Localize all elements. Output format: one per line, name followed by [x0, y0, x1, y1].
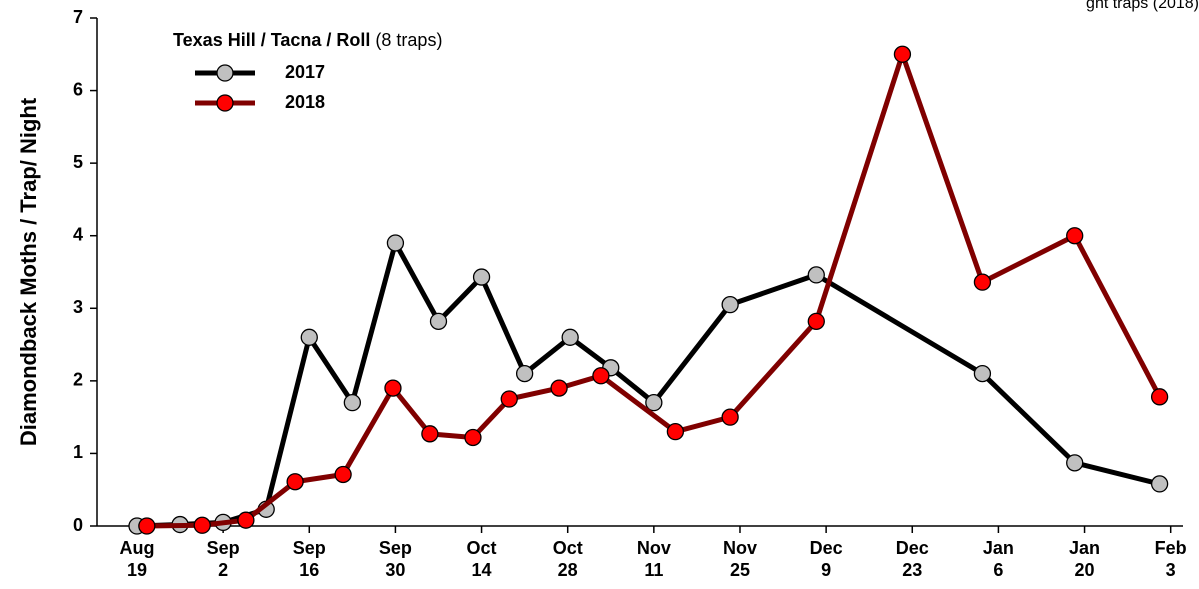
- data-point: [1066, 227, 1084, 245]
- data-point: [193, 516, 211, 534]
- data-point: [666, 423, 685, 441]
- legend-title: Texas Hill / Tacna / Roll (8 traps): [173, 30, 442, 50]
- data-point: [300, 328, 318, 346]
- legend-marker: [216, 94, 234, 112]
- y-tick-label: 7: [73, 7, 83, 27]
- data-point: [592, 367, 610, 385]
- data-point: [721, 296, 739, 314]
- x-tick-label: Oct 14: [467, 538, 497, 580]
- y-tick-label: 3: [73, 297, 83, 317]
- x-tick-label: Nov 11: [637, 538, 671, 580]
- y-tick-label: 6: [73, 79, 83, 99]
- data-point: [286, 473, 304, 491]
- data-point: [384, 379, 402, 397]
- x-tick-label: Jan 20: [1069, 538, 1100, 580]
- y-axis-label: Diamondback Moths / Trap/ Night: [16, 97, 41, 446]
- y-tick-label: 2: [73, 370, 83, 390]
- data-point: [386, 234, 405, 252]
- data-point: [464, 428, 482, 447]
- x-tick-label: Sep 2: [207, 538, 240, 580]
- data-point: [515, 364, 534, 383]
- data-point: [973, 364, 992, 383]
- data-point: [807, 266, 825, 284]
- legend-title-sub: (8 traps): [375, 30, 442, 50]
- x-tick-label: Feb 3: [1155, 538, 1187, 580]
- x-tick-label: Nov 25: [723, 538, 757, 580]
- x-tick-label: Dec 23: [896, 538, 929, 580]
- data-point: [429, 312, 448, 330]
- data-point: [550, 379, 568, 397]
- y-tick-label: 1: [73, 442, 83, 462]
- data-point: [1150, 475, 1169, 493]
- legend-marker: [216, 64, 234, 82]
- data-point: [343, 393, 361, 412]
- data-point: [421, 425, 439, 443]
- legend-label: 2018: [285, 92, 325, 112]
- x-tick-label: Oct 28: [553, 538, 583, 580]
- data-point: [561, 328, 579, 346]
- data-point: [237, 511, 255, 529]
- y-tick-label: 5: [73, 152, 83, 172]
- x-tick-label: Dec 9: [810, 538, 843, 580]
- data-point: [1150, 388, 1169, 406]
- y-tick-label: 0: [73, 515, 83, 535]
- x-tick-label: Sep 30: [379, 538, 412, 580]
- series-line: [146, 51, 1162, 529]
- data-point: [973, 273, 992, 291]
- data-point: [472, 268, 491, 286]
- legend-title-main: Texas Hill / Tacna / Roll: [173, 30, 370, 50]
- data-point: [645, 393, 663, 412]
- data-point: [138, 517, 156, 535]
- x-tick-label: Jan 6: [983, 538, 1014, 580]
- data-point: [1066, 454, 1084, 472]
- data-point: [893, 45, 912, 63]
- x-tick-label: Sep 16: [293, 538, 326, 580]
- x-tick-label: Aug 19: [119, 538, 154, 580]
- data-point: [807, 312, 825, 330]
- data-point: [334, 465, 352, 484]
- y-tick-label: 4: [73, 224, 83, 244]
- data-point: [500, 390, 518, 408]
- annotation: ght traps (2018): [1086, 0, 1199, 12]
- data-point: [721, 408, 739, 426]
- legend-label: 2017: [285, 62, 325, 82]
